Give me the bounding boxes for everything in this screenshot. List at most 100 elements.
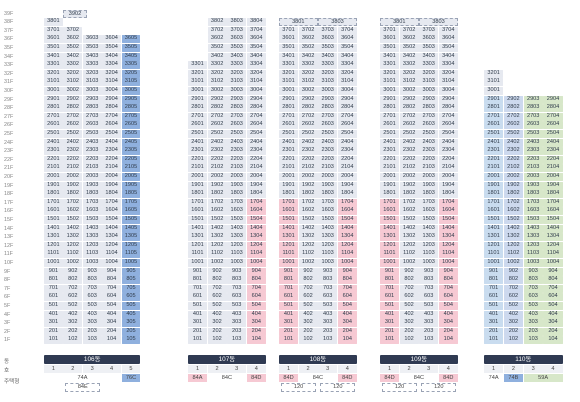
unit-cell: 904 — [102, 267, 121, 276]
unit-cell: 2403 — [523, 138, 543, 147]
merged-top-unit: 3801 — [380, 18, 419, 27]
unit-cell: 2101 — [279, 164, 298, 173]
unit-cell: 204 — [543, 327, 563, 336]
unit-cell: 3501 — [380, 43, 399, 52]
floor-label: 22F — [4, 156, 14, 163]
unit-cell: 204 — [102, 327, 121, 336]
unit-cell: 201 — [484, 327, 504, 336]
unit-cell: 702 — [399, 284, 419, 293]
unit-cell: 3504 — [438, 43, 458, 52]
unit-cell: 3602 — [63, 35, 83, 44]
unit-cell: 203 — [227, 327, 247, 336]
unit-cell: 1004 — [246, 258, 266, 267]
floor-label: 2F — [4, 328, 11, 335]
line-number: 1 — [44, 365, 63, 373]
unit-cell: 2003 — [523, 172, 543, 181]
unit-cell: 2804 — [543, 104, 563, 113]
unit-cell: 3804 — [246, 18, 266, 27]
unit-cell: 2903 — [419, 95, 439, 104]
unit-cell: 1504 — [337, 215, 357, 224]
unit-cell: 3105 — [121, 78, 141, 87]
unit-cell: 3402 — [207, 52, 227, 61]
unit-cell: 1202 — [207, 241, 227, 250]
unit-cell: 1804 — [438, 190, 458, 199]
unit-cell: 602 — [503, 293, 523, 302]
unit-cell: 1801 — [44, 190, 63, 199]
unit-cell: 2603 — [227, 121, 247, 130]
unit-cell: 1003 — [419, 258, 439, 267]
unit-cell: 2001 — [188, 172, 207, 181]
unit-cell: 2204 — [438, 155, 458, 164]
unit-cell: 2101 — [44, 164, 63, 173]
unit-cell: 2902 — [503, 95, 523, 104]
unit-cell: 701 — [279, 284, 298, 293]
unit-cell: 3003 — [318, 86, 338, 95]
unit-cell: 1104 — [337, 250, 357, 259]
unit-cell: 503 — [419, 301, 439, 310]
unit-cell: 403 — [523, 310, 543, 319]
unit-cell: 304 — [438, 319, 458, 328]
unit-cell: 1803 — [227, 190, 247, 199]
unit-cell: 903 — [318, 267, 338, 276]
unit-cell: 1204 — [246, 241, 266, 250]
unit-cell: 401 — [279, 310, 298, 319]
unit-cell: 2401 — [279, 138, 298, 147]
unit-cell: 2502 — [399, 129, 419, 138]
unit-cell: 2301 — [188, 147, 207, 156]
building-header: 109동 — [380, 355, 458, 364]
unit-cell: 2802 — [298, 104, 318, 113]
unit-cell: 2801 — [44, 104, 63, 113]
unit-cell: 2103 — [318, 164, 338, 173]
unit-cell: 1103 — [523, 250, 543, 259]
unit-cell: 501 — [380, 301, 399, 310]
unit-cell: 1701 — [279, 198, 298, 207]
unit-cell: 101 — [188, 336, 207, 345]
unit-cell: 2303 — [82, 147, 102, 156]
unit-cell: 2903 — [523, 95, 543, 104]
unit-cell: 2904 — [337, 95, 357, 104]
unit-cell: 1901 — [380, 181, 399, 190]
unit-cell: 1404 — [543, 224, 563, 233]
unit-cell: 3002 — [63, 86, 83, 95]
line-number: 3 — [82, 365, 102, 373]
unit-cell: 201 — [380, 327, 399, 336]
unit-cell: 2305 — [121, 147, 141, 156]
unit-cell: 1002 — [503, 258, 523, 267]
unit-cell: 3104 — [102, 78, 121, 87]
unit-cell: 1602 — [63, 207, 83, 216]
unit-cell: 3301 — [279, 61, 298, 70]
unit-cell: 1201 — [279, 241, 298, 250]
unit-cell: 1401 — [484, 224, 504, 233]
unit-cell: 1803 — [523, 190, 543, 199]
unit-cell: 1503 — [227, 215, 247, 224]
unit-cell: 3403 — [419, 52, 439, 61]
unit-cell: 2103 — [82, 164, 102, 173]
unit-cell: 3602 — [399, 35, 419, 44]
unit-cell: 2502 — [298, 129, 318, 138]
unit-cell: 304 — [337, 319, 357, 328]
unit-cell: 2203 — [318, 155, 338, 164]
unit-cell: 104 — [102, 336, 121, 345]
unit-type-box: 120 — [421, 383, 457, 392]
unit-cell: 1102 — [63, 250, 83, 259]
unit-cell: 1503 — [523, 215, 543, 224]
unit-cell: 2601 — [188, 121, 207, 130]
unit-cell: 1103 — [82, 250, 102, 259]
unit-cell: 901 — [380, 267, 399, 276]
unit-cell: 2504 — [337, 129, 357, 138]
unit-cell: 1304 — [543, 233, 563, 242]
unit-cell: 2902 — [63, 95, 83, 104]
unit-cell: 1503 — [419, 215, 439, 224]
unit-cell: 2802 — [503, 104, 523, 113]
unit-cell: 805 — [121, 276, 141, 285]
unit-cell: 2501 — [188, 129, 207, 138]
unit-cell: 902 — [503, 267, 523, 276]
unit-cell: 402 — [298, 310, 318, 319]
unit-cell: 2704 — [543, 112, 563, 121]
unit-type-box: 120 — [320, 383, 356, 392]
unit-cell: 1201 — [484, 241, 504, 250]
line-number: 3 — [318, 365, 338, 373]
unit-cell: 2601 — [380, 121, 399, 130]
unit-cell: 2005 — [121, 172, 141, 181]
unit-cell: 203 — [419, 327, 439, 336]
